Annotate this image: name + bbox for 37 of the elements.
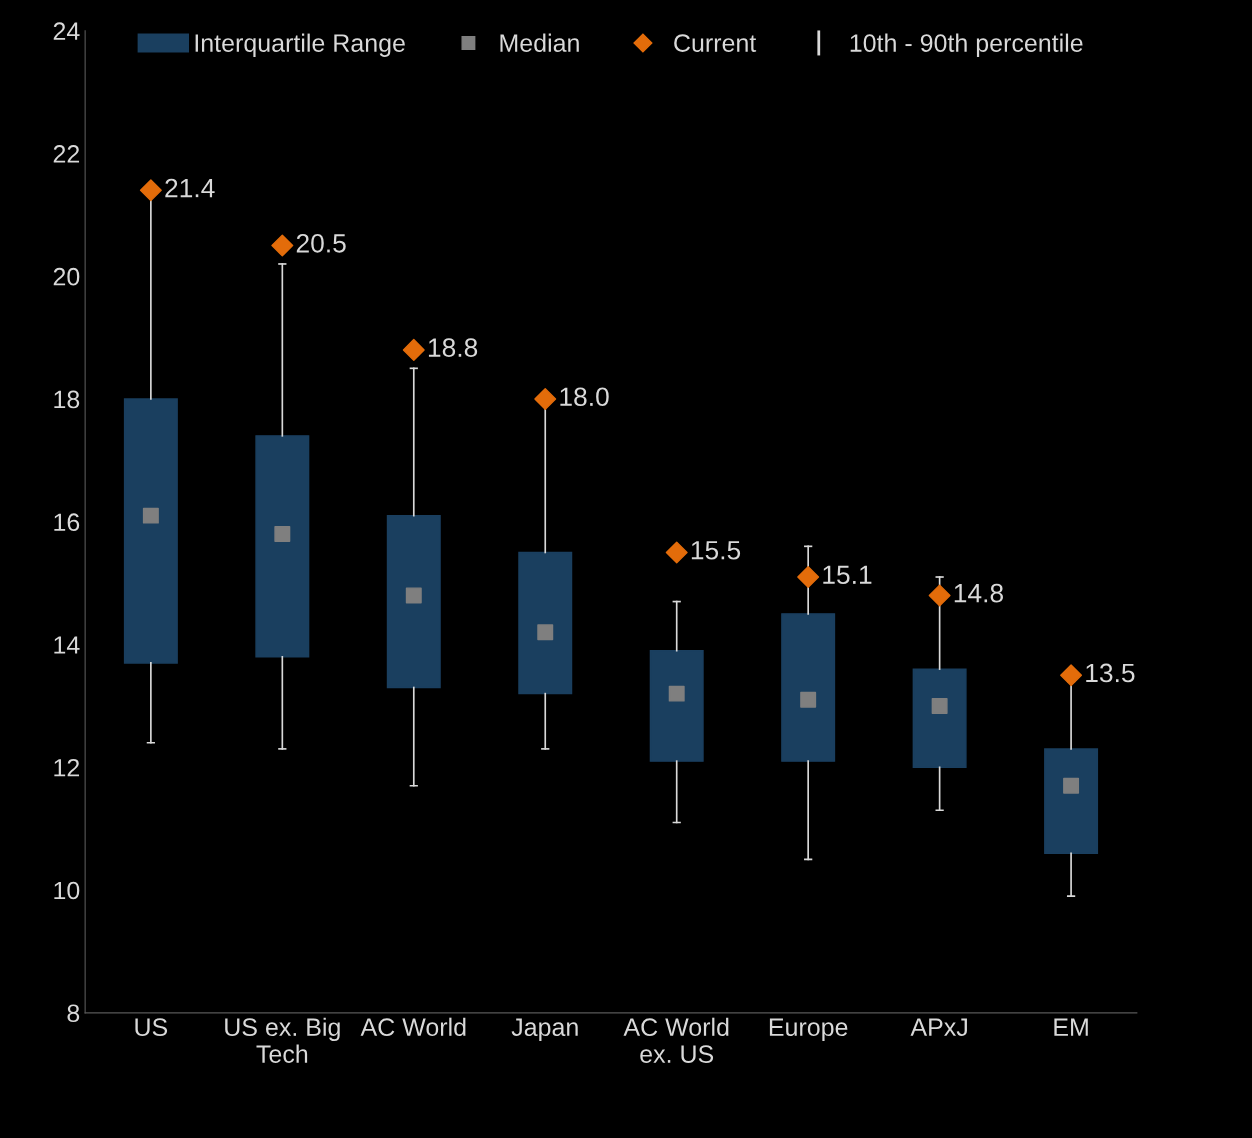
point — [797, 566, 820, 589]
x-tick-label: US — [135, 1018, 168, 1037]
x-tick-label: Europe — [769, 1018, 848, 1041]
legend-label: Current — [674, 34, 757, 52]
data-label: 21.4 — [165, 178, 215, 198]
x-tick-label: AC World — [360, 1017, 466, 1037]
y-tick-label: 18 — [54, 390, 80, 409]
point — [928, 584, 951, 607]
point — [534, 388, 557, 411]
y-tick-label: 8 — [67, 1004, 80, 1023]
data-label: 18.8 — [428, 338, 478, 357]
annotation: Median — [500, 33, 579, 52]
x-tick-label: EM — [1054, 1018, 1088, 1036]
point — [139, 179, 162, 202]
y-tick-label: 16 — [54, 513, 80, 532]
point — [271, 234, 294, 257]
y-tick-label: 10 — [54, 881, 80, 900]
y-tick-label: 14 — [54, 636, 80, 654]
legend-label: Interquartile Range — [195, 33, 405, 57]
data-label: 15.5 — [691, 541, 741, 560]
y-tick-label: 20 — [53, 267, 80, 286]
data-label: 20.5 — [296, 233, 346, 253]
point — [1060, 664, 1083, 687]
point — [665, 541, 688, 564]
x-tick-label: APxJ — [910, 1018, 967, 1037]
x-tick-label: Japan — [511, 1018, 578, 1041]
data-label: 18.0 — [560, 387, 609, 407]
point — [402, 338, 425, 361]
annotation: 10th - 90th percentile — [850, 33, 1083, 57]
x-tick-label: AC World ex. US — [623, 1017, 729, 1063]
x-tick-label: US ex. Big Tech — [225, 1017, 340, 1063]
data-label: 14.8 — [954, 583, 1003, 603]
data-label: 13.5 — [1086, 663, 1135, 683]
y-tick-label: 22 — [53, 145, 80, 163]
y-tick-label: 24 — [53, 22, 80, 40]
data-label: 15.1 — [823, 565, 872, 585]
y-tick-label: 12 — [54, 758, 80, 777]
